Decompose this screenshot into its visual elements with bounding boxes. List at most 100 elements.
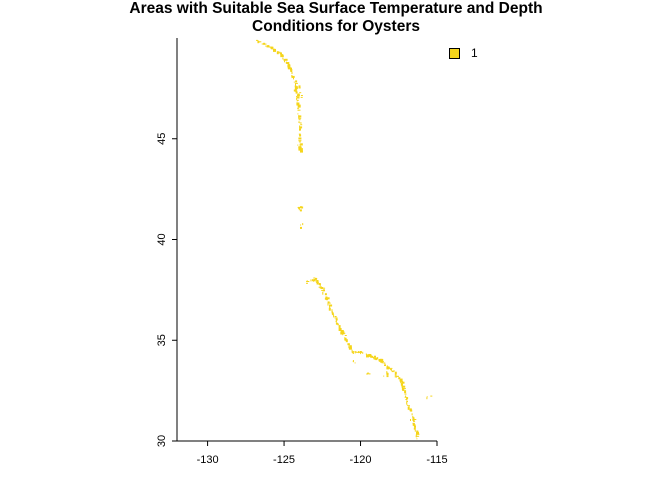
- suitable-cell: [376, 357, 378, 359]
- suitable-cell: [315, 280, 319, 282]
- suitable-patch: [412, 423, 415, 425]
- suitable-cell: [406, 400, 408, 403]
- suitable-cell: [306, 280, 308, 282]
- suitable-cell: [344, 337, 347, 341]
- suitable-cell: [381, 361, 384, 363]
- suitable-cell: [287, 67, 291, 70]
- suitable-patch: [430, 395, 433, 397]
- suitable-cell: [370, 355, 374, 358]
- suitable-cell: [328, 302, 331, 304]
- suitable-cell: [405, 395, 407, 398]
- map-title-line-1: Areas with Suitable Sea Surface Temperat…: [129, 0, 543, 17]
- suitable-cell: [346, 340, 348, 342]
- suitable-cell: [327, 302, 329, 306]
- suitable-cell: [298, 121, 301, 123]
- suitable-cell: [409, 409, 412, 412]
- suitable-cell: [347, 343, 350, 346]
- suitable-patch: [412, 419, 414, 421]
- suitable-cell: [284, 59, 285, 63]
- suitable-cell: [293, 81, 295, 83]
- suitable-cell: [325, 296, 328, 300]
- suitable-cell: [395, 375, 397, 378]
- suitable-cell: [366, 354, 370, 358]
- suitable-cell: [298, 119, 301, 121]
- suitable-cell: [294, 82, 298, 84]
- suitable-patch: [386, 371, 388, 374]
- suitable-cell: [321, 289, 324, 291]
- suitable-cell: [416, 438, 418, 440]
- legend-swatch: [449, 48, 460, 59]
- suitable-cell: [399, 378, 403, 382]
- suitable-cell: [329, 308, 331, 310]
- suitable-patch: [300, 226, 302, 229]
- suitable-cell: [284, 58, 288, 61]
- suitable-cell: [270, 48, 273, 50]
- suitable-cell: [277, 51, 281, 53]
- suitable-cell: [340, 332, 343, 334]
- suitable-cell: [295, 83, 296, 86]
- suitable-cell: [408, 405, 410, 407]
- y-tick-label: 45: [156, 133, 168, 145]
- suitable-cell: [404, 390, 407, 394]
- suitable-patch: [297, 93, 300, 95]
- suitable-cell: [256, 39, 258, 41]
- legend-label: 1: [471, 46, 478, 60]
- suitable-patch: [412, 418, 414, 420]
- suitable-cell: [389, 367, 393, 369]
- suitable-cell: [332, 313, 334, 316]
- suitable-cell: [396, 375, 399, 377]
- suitable-cell: [298, 117, 300, 119]
- suitable-cell: [324, 297, 326, 300]
- map-title-line-2: Conditions for Oysters: [252, 18, 420, 35]
- y-axis-ticks: 30 35 40 45: [156, 133, 177, 447]
- suitable-cell: [362, 351, 364, 354]
- suitable-cell: [406, 405, 408, 407]
- suitable-cell: [295, 80, 298, 83]
- suitable-patch: [386, 372, 389, 375]
- suitable-cell: [263, 42, 266, 45]
- suitable-cell: [319, 285, 321, 286]
- suitable-cell: [295, 90, 298, 92]
- suitable-cell: [298, 133, 301, 135]
- suitable-cell: [297, 109, 301, 111]
- suitable-cell: [300, 149, 302, 152]
- suitable-cell: [313, 277, 316, 279]
- suitable-cell: [296, 102, 300, 106]
- suitable-cell: [388, 366, 390, 368]
- x-tick-label: -130: [197, 454, 219, 466]
- suitable-patch: [367, 372, 370, 374]
- suitable-cell: [297, 95, 299, 97]
- suitable-patch: [354, 362, 356, 364]
- suitable-patch: [352, 360, 354, 362]
- suitable-cell: [404, 396, 407, 398]
- suitable-cell: [340, 330, 344, 332]
- suitable-cell: [287, 64, 291, 68]
- suitable-cell: [351, 347, 352, 349]
- suitable-cell: [307, 281, 310, 282]
- suitable-patch: [319, 284, 321, 285]
- suitable-cell: [348, 343, 350, 346]
- suitable-cell: [324, 293, 327, 296]
- suitable-cell: [299, 134, 302, 137]
- suitable-patch: [298, 208, 300, 211]
- suitable-cell: [322, 291, 324, 295]
- suitable-cell: [296, 96, 300, 99]
- map-title: Areas with Suitable Sea Surface Temperat…: [0, 0, 672, 36]
- suitable-cell: [339, 328, 341, 331]
- suitable-cell: [406, 397, 408, 399]
- suitable-cell: [407, 401, 408, 402]
- suitable-cell: [298, 115, 302, 118]
- suitable-cell: [405, 399, 408, 400]
- suitable-cell: [412, 416, 415, 418]
- suitable-cell: [388, 367, 390, 369]
- suitable-cell: [342, 334, 344, 336]
- x-tick-label: -125: [273, 454, 295, 466]
- suitable-cell: [306, 282, 308, 284]
- suitable-cell: [299, 129, 301, 131]
- suitable-cell: [413, 419, 417, 420]
- suitable-cell: [297, 104, 301, 108]
- suitable-patch: [368, 373, 371, 375]
- suitable-cell: [416, 433, 420, 435]
- suitable-cell: [400, 380, 404, 382]
- suitable-cell: [350, 347, 352, 349]
